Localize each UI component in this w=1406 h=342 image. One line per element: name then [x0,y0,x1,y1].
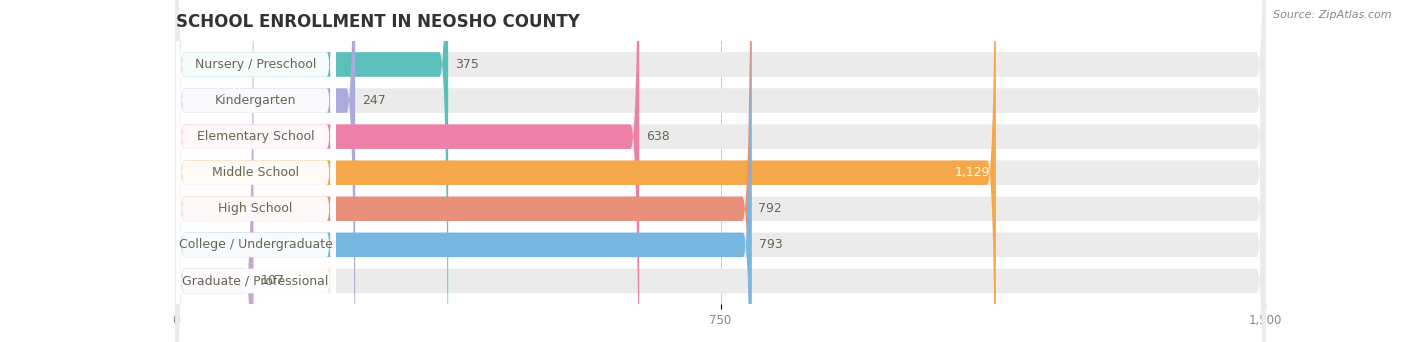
FancyBboxPatch shape [176,0,336,342]
FancyBboxPatch shape [176,0,1265,342]
Text: 793: 793 [759,238,783,251]
FancyBboxPatch shape [176,0,751,342]
Text: Middle School: Middle School [212,166,299,179]
Text: 247: 247 [363,94,387,107]
Text: 375: 375 [456,58,479,71]
Text: Nursery / Preschool: Nursery / Preschool [195,58,316,71]
Text: Kindergarten: Kindergarten [215,94,297,107]
Text: Graduate / Professional: Graduate / Professional [183,274,329,287]
Text: SCHOOL ENROLLMENT IN NEOSHO COUNTY: SCHOOL ENROLLMENT IN NEOSHO COUNTY [176,13,579,31]
FancyBboxPatch shape [176,0,253,342]
Text: Source: ZipAtlas.com: Source: ZipAtlas.com [1274,10,1392,20]
Text: College / Undergraduate: College / Undergraduate [179,238,333,251]
Text: 1,129: 1,129 [955,166,990,179]
FancyBboxPatch shape [176,0,1265,342]
FancyBboxPatch shape [176,0,336,342]
FancyBboxPatch shape [176,0,640,342]
FancyBboxPatch shape [176,0,995,342]
FancyBboxPatch shape [176,0,1265,342]
FancyBboxPatch shape [176,0,336,342]
Text: High School: High School [218,202,292,215]
FancyBboxPatch shape [176,0,336,342]
Text: 107: 107 [260,274,284,287]
FancyBboxPatch shape [176,0,356,342]
FancyBboxPatch shape [176,0,752,342]
FancyBboxPatch shape [176,0,1265,342]
Text: Elementary School: Elementary School [197,130,315,143]
FancyBboxPatch shape [176,0,336,342]
FancyBboxPatch shape [176,0,1265,342]
Text: 638: 638 [647,130,671,143]
FancyBboxPatch shape [176,0,336,342]
FancyBboxPatch shape [176,0,336,342]
FancyBboxPatch shape [176,0,1265,342]
FancyBboxPatch shape [176,0,1265,342]
FancyBboxPatch shape [176,0,449,342]
Text: 792: 792 [758,202,782,215]
